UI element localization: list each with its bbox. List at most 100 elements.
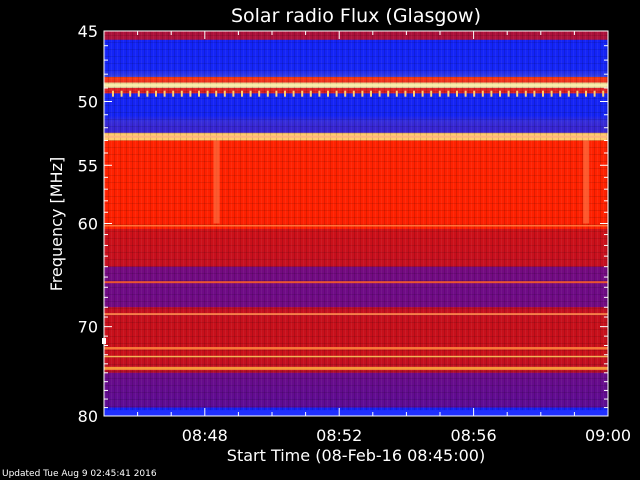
- scan-line: [104, 364, 608, 365]
- scan-line: [104, 112, 608, 113]
- pulse-mark: [438, 90, 441, 97]
- pulse-mark: [215, 90, 218, 97]
- pulse-mark: [524, 90, 527, 97]
- scan-line: [104, 280, 608, 281]
- scan-line: [104, 126, 608, 127]
- pulse-mark: [413, 90, 415, 97]
- pulse-mark: [198, 90, 200, 97]
- scan-line: [104, 161, 608, 162]
- pulse-mark: [335, 90, 338, 97]
- pulse-mark: [120, 90, 123, 97]
- scan-line: [104, 266, 608, 267]
- chart-title: Solar radio Flux (Glasgow): [231, 5, 481, 27]
- scan-line: [104, 399, 608, 400]
- y-tick-label: 50: [78, 93, 98, 112]
- pulse-mark: [266, 90, 269, 97]
- scan-line: [104, 329, 608, 330]
- emission-line: [104, 355, 608, 358]
- pulse-mark: [309, 90, 312, 97]
- pulse-mark: [327, 90, 329, 97]
- pulse-mark: [430, 90, 433, 97]
- scan-line: [104, 343, 608, 344]
- scan-line: [104, 154, 608, 155]
- scan-line: [104, 287, 608, 288]
- scan-line: [104, 56, 608, 57]
- pulse-mark: [301, 90, 304, 97]
- pulse-mark: [344, 90, 347, 97]
- emission-line: [104, 281, 608, 284]
- scan-line: [104, 133, 608, 134]
- pulse-mark: [206, 90, 209, 97]
- pulse-mark: [258, 90, 261, 97]
- low-band-edge: [104, 410, 608, 416]
- axes: 45 50 55 60 70 80 08:48 08:52 08:56 09:00: [78, 22, 631, 445]
- pulse-mark: [352, 90, 355, 97]
- pulse-mark: [137, 90, 140, 97]
- scan-line: [104, 91, 608, 92]
- scan-line: [104, 301, 608, 302]
- pulse-mark: [318, 90, 321, 97]
- pulse-mark: [533, 90, 536, 97]
- pulse-mark: [241, 90, 243, 97]
- burst-event: [213, 140, 220, 224]
- pulse-mark: [395, 90, 398, 97]
- scan-line: [104, 350, 608, 351]
- pulse-mark: [550, 90, 553, 97]
- pulse-mark: [370, 90, 372, 97]
- pulse-mark: [378, 90, 381, 97]
- scan-line: [104, 196, 608, 197]
- pulse-mark: [499, 90, 501, 97]
- scan-line: [104, 217, 608, 218]
- y-tick-label: 60: [78, 215, 98, 234]
- scan-line: [104, 77, 608, 78]
- scan-line: [104, 406, 608, 407]
- pulse-mark: [275, 90, 278, 97]
- x-tick-label: 09:00: [585, 426, 631, 445]
- y-tick-label: 70: [78, 318, 98, 337]
- scan-line: [104, 98, 608, 99]
- pulse-mark: [155, 90, 157, 97]
- scan-line: [104, 371, 608, 372]
- scan-line: [104, 336, 608, 337]
- pulse-mark: [456, 90, 458, 97]
- scan-line: [104, 315, 608, 316]
- scan-line: [104, 175, 608, 176]
- pulse-mark: [490, 90, 493, 97]
- scan-line: [104, 210, 608, 211]
- x-axis-label: Start Time (08-Feb-16 08:45:00): [227, 446, 485, 465]
- scan-line: [104, 70, 608, 71]
- scan-line: [104, 294, 608, 295]
- pulse-mark: [146, 90, 149, 97]
- scan-line: [104, 147, 608, 148]
- pulse-mark: [180, 90, 183, 97]
- scan-line: [104, 385, 608, 386]
- scan-line: [104, 49, 608, 50]
- x-tick-label: 08:56: [451, 426, 497, 445]
- scan-line: [104, 259, 608, 260]
- scan-line: [104, 63, 608, 64]
- pulse-mark: [593, 90, 596, 97]
- scan-line: [104, 231, 608, 232]
- scan-line: [104, 105, 608, 106]
- scan-line: [104, 308, 608, 309]
- pulse-mark: [585, 90, 587, 97]
- pulse-mark: [481, 90, 484, 97]
- pulse-mark: [447, 90, 450, 97]
- pulse-mark: [507, 90, 510, 97]
- scan-line: [104, 378, 608, 379]
- updated-timestamp: Updated Tue Aug 9 02:45:41 2016: [2, 469, 157, 479]
- pulse-mark: [576, 90, 579, 97]
- emission-line: [104, 347, 608, 350]
- pulse-mark: [284, 90, 286, 97]
- scan-line: [104, 322, 608, 323]
- pulse-mark: [567, 90, 570, 97]
- scan-line: [104, 140, 608, 141]
- pulse-mark: [292, 90, 295, 97]
- pulse-mark: [249, 90, 252, 97]
- pulse-mark: [112, 90, 114, 97]
- x-tick-label: 08:52: [316, 426, 362, 445]
- pulse-mark: [542, 90, 544, 97]
- y-axis-label: Frequency [MHz]: [47, 157, 66, 291]
- scan-line: [104, 245, 608, 246]
- time-streaks: [104, 31, 608, 416]
